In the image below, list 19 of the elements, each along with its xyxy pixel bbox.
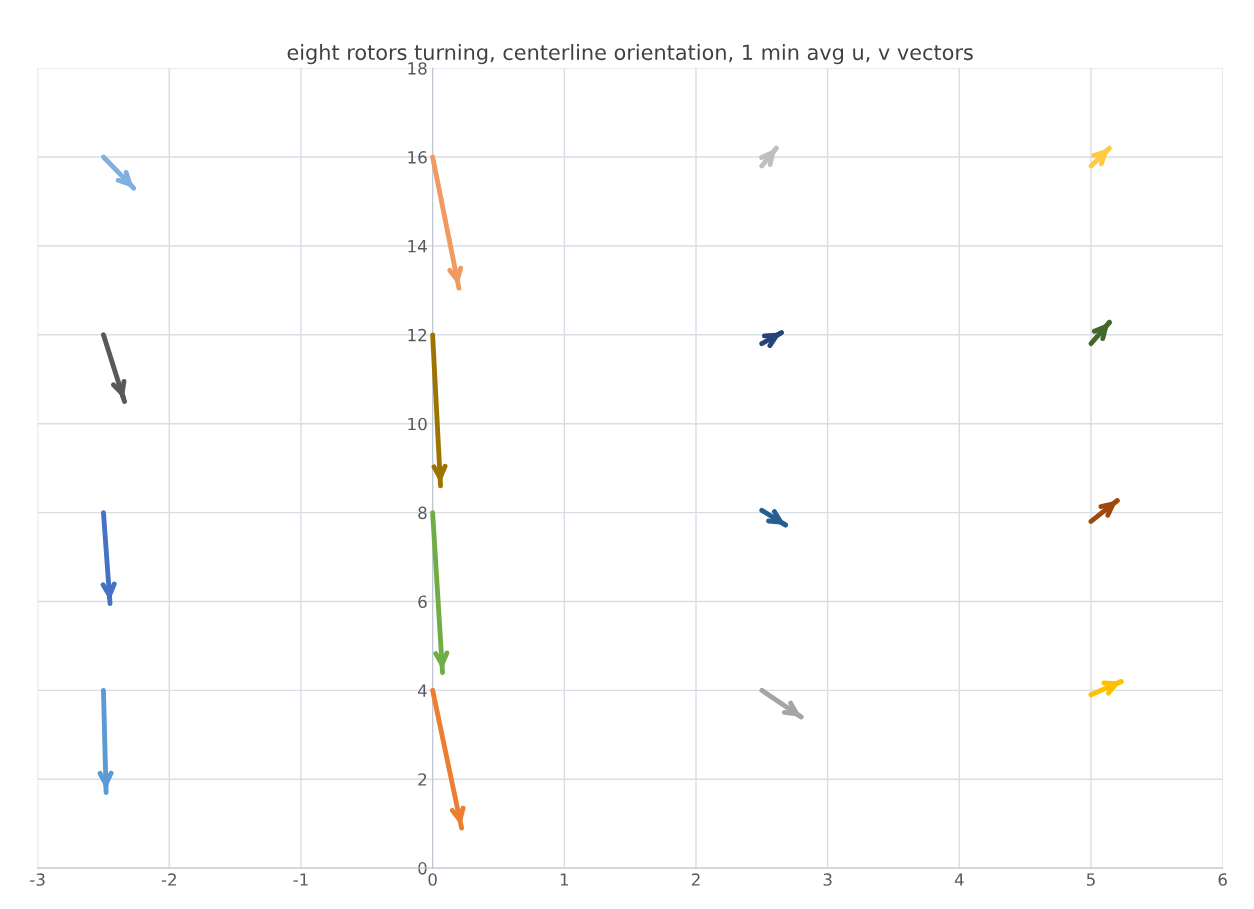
- x-tick-label: 6: [1218, 873, 1227, 886]
- x-tick-label: -3: [30, 873, 45, 886]
- x-tick-label: 2: [691, 873, 700, 886]
- y-tick-label: 6: [418, 595, 427, 609]
- x-tick-label: 5: [1086, 873, 1095, 886]
- y-tick-label: 8: [418, 506, 427, 520]
- y-tick-label: 2: [418, 773, 427, 786]
- y-tick-label: 16: [408, 151, 427, 164]
- y-tick-label: 12: [408, 328, 427, 342]
- y-tick-label: 4: [417, 684, 427, 697]
- x-tick-label: -2: [161, 873, 176, 886]
- x-tick-label: 3: [823, 873, 832, 886]
- y-tick-label: 0: [418, 862, 427, 875]
- x-tick-label: 4: [954, 873, 964, 886]
- x-tick-label: 0: [428, 873, 437, 886]
- x-tick-label: -1: [293, 873, 308, 886]
- y-tick-label: 14: [408, 240, 427, 253]
- y-tick-label: 10: [408, 417, 427, 431]
- x-tick-label: 1: [560, 873, 569, 886]
